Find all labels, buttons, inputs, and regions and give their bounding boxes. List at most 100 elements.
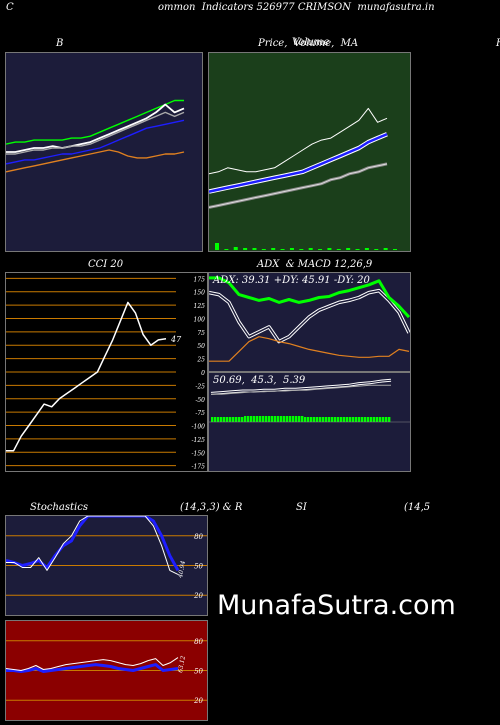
macd-hist-bar-10 — [241, 417, 244, 422]
header-title: ommon Indicators 526977 CRIMSON munafasu… — [158, 2, 435, 13]
volume-bar-10 — [308, 248, 313, 250]
macd-hist-bar-1 — [214, 417, 217, 422]
rsi-label-left: SI — [296, 502, 307, 513]
cci-tick-5: 50 — [197, 343, 205, 350]
rsi-line-blue — [6, 663, 179, 673]
stoch-tick-2: 20 — [193, 592, 203, 600]
macd-hist-bar-46 — [349, 417, 352, 422]
volume-bar-12 — [327, 248, 332, 250]
volume-bar-17 — [374, 249, 379, 250]
price-series-0 — [209, 107, 388, 175]
macd-chart — [209, 378, 410, 423]
cci-tick-10: -75 — [195, 410, 205, 417]
cci-tick-6: 25 — [196, 357, 205, 364]
adx-panel: ADX: 39.31 +DY: 45.91 -DY: 20 — [208, 272, 411, 372]
volume-bar-1 — [224, 249, 229, 250]
cci-tick-3: 100 — [194, 316, 206, 323]
adx-line-outline — [209, 288, 410, 344]
rsi-tick-2: 20 — [193, 697, 203, 705]
macd-hist-bar-47 — [352, 417, 355, 422]
volume-bar-13 — [336, 249, 341, 250]
macd-hist-bar-27 — [292, 416, 295, 422]
stoch-value-label: 40.94 — [177, 560, 187, 579]
macd-hist-bar-43 — [340, 417, 343, 422]
stoch-label-right: (14,3,3) & R — [180, 502, 243, 513]
macd-hist-bar-41 — [334, 417, 337, 422]
macd-hist-bar-24 — [283, 416, 286, 422]
cci-tick-4: 75 — [197, 330, 205, 337]
volume-bar-11 — [318, 249, 323, 250]
macd-hist-bar-25 — [286, 416, 289, 422]
stoch-label-left: Stochastics — [30, 502, 88, 513]
macd-hist-bar-37 — [322, 417, 325, 422]
macd-panel: 50.69, 45.3, 5.39 — [208, 372, 411, 472]
cci-chart: 175 150 125 100 75 50 25 0 -25 -50 -75 -100 -125 -150… — [6, 276, 206, 471]
b-series-2 — [6, 99, 184, 145]
macd-hist-bar-16 — [259, 416, 262, 422]
header-left-letter: C — [6, 2, 14, 13]
price-chart — [209, 107, 397, 250]
volume-bar-6 — [271, 248, 276, 250]
rsi-label-right: (14,5 — [404, 502, 431, 513]
minus-dy-line — [209, 336, 410, 362]
b-series-1 — [6, 119, 185, 165]
cci-tick-2: 125 — [194, 303, 206, 310]
macd-hist-bar-34 — [313, 417, 316, 422]
macd-hist-bar-30 — [301, 416, 304, 422]
macd-hist-bar-21 — [274, 416, 277, 422]
b-series-3 — [6, 103, 185, 153]
macd-hist-bar-15 — [256, 416, 259, 422]
volume-bar-9 — [299, 249, 304, 250]
cci-tick-9: -50 — [195, 397, 205, 404]
macd-hist-bar-20 — [271, 416, 274, 422]
macd-hist-bar-52 — [367, 417, 370, 422]
price-panel — [208, 52, 411, 252]
cci-tick-7: 0 — [201, 370, 205, 377]
macd-hist-bar-19 — [268, 416, 271, 422]
macd-hist-bar-18 — [265, 416, 268, 422]
macd-hist-bar-51 — [364, 417, 367, 422]
macd-hist-bar-50 — [361, 417, 364, 422]
volume-bar-19 — [393, 249, 397, 250]
volume-bar-7 — [280, 249, 285, 250]
volume-bar-8 — [289, 248, 294, 250]
b-panel — [5, 52, 203, 252]
macd-hist-bar-28 — [295, 416, 298, 422]
volume-bar-2 — [233, 247, 238, 250]
volume-bar-16 — [364, 248, 369, 250]
macd-hist-bar-12 — [247, 416, 250, 422]
volume-bar-18 — [383, 248, 388, 250]
rsi-line-white — [6, 657, 179, 671]
volume-overlap-label: Volume — [292, 37, 330, 48]
adx-readout: ADX: 39.31 +DY: 45.91 -DY: 20 — [213, 275, 370, 286]
cci-tick-12: -125 — [192, 437, 206, 444]
volume-bar-4 — [252, 248, 257, 250]
macd-hist-bar-6 — [229, 417, 232, 422]
macd-hist-bar-49 — [358, 417, 361, 422]
macd-hist-bar-5 — [226, 417, 229, 422]
stoch-tick-0: 80 — [194, 533, 203, 541]
macd-hist-bar-29 — [298, 416, 301, 422]
volume-bar-3 — [243, 248, 248, 250]
cci-tick-8: -25 — [195, 383, 205, 390]
cci-line — [6, 301, 167, 452]
macd-hist-bar-13 — [250, 416, 253, 422]
cci-label: CCI 20 — [88, 259, 124, 270]
macd-hist-bar-2 — [217, 417, 220, 422]
rsi-panel: 80 50 20 63.12 — [5, 620, 208, 721]
adx-label: ADX & MACD 12,26,9 — [257, 259, 373, 270]
watermark: MunafaSutra.com — [217, 590, 456, 621]
stoch-panel: 80 50 20 40.94 — [5, 515, 208, 616]
macd-hist-bar-3 — [220, 417, 223, 422]
macd-hist-bar-14 — [253, 416, 256, 422]
cci-value-label: 47 — [170, 335, 182, 344]
volume-bar-0 — [215, 243, 219, 250]
price-series-1 — [209, 133, 388, 193]
b-chart — [6, 99, 185, 173]
cci-tick-14: -175 — [192, 464, 206, 471]
macd-hist-bar-0 — [211, 417, 214, 422]
macd-hist-bar-22 — [277, 416, 280, 422]
stoch-tick-1: 50 — [194, 563, 203, 571]
cci-tick-1: 150 — [194, 290, 206, 297]
macd-hist-bar-4 — [223, 417, 226, 422]
